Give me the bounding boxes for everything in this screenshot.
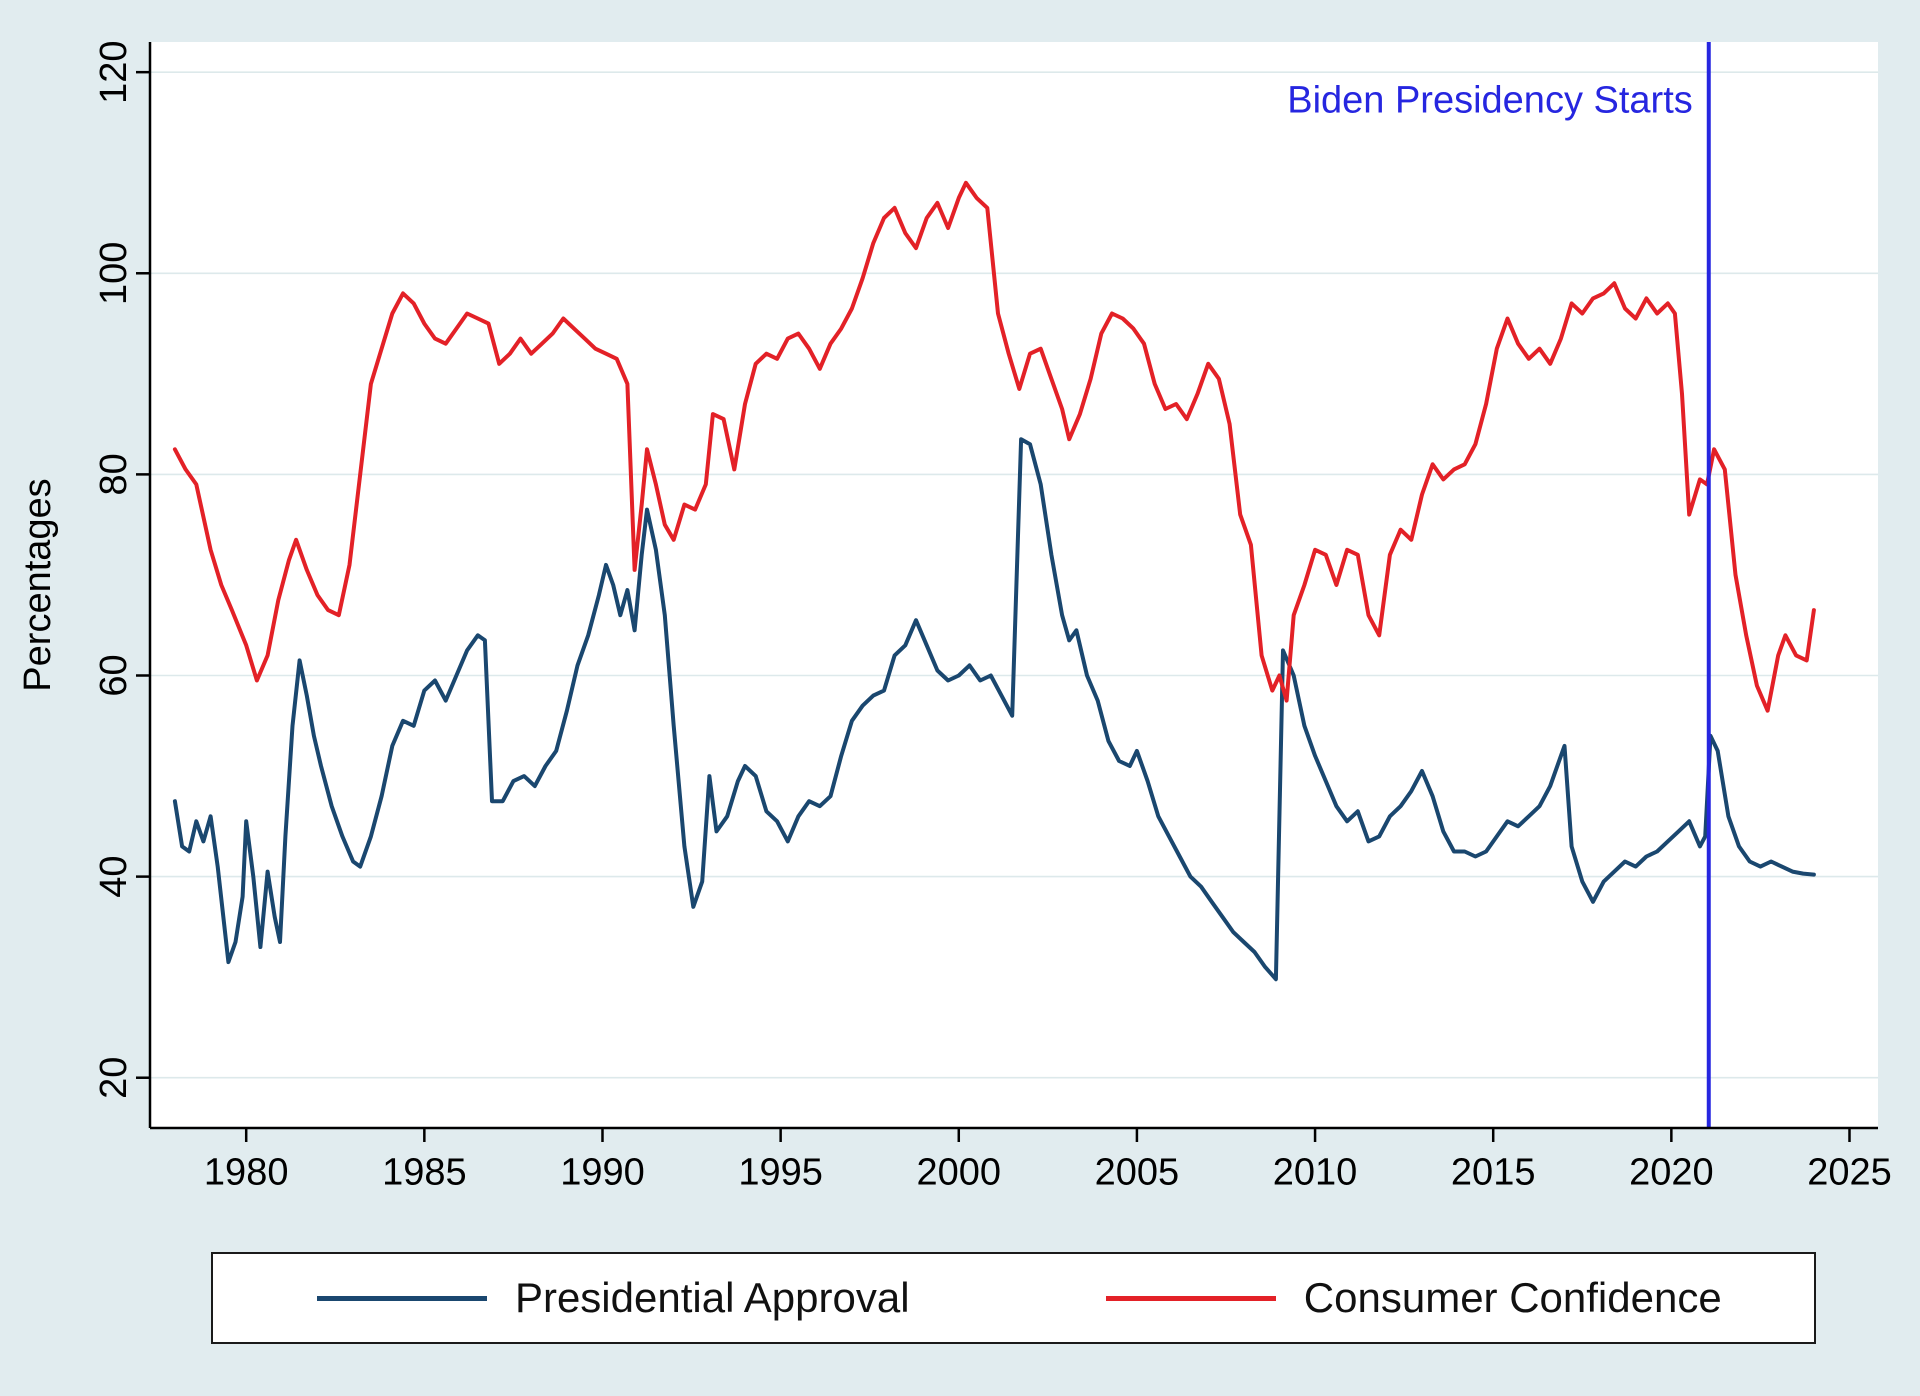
legend-entry-consumer-confidence: Consumer Confidence [1014,1274,1815,1322]
y-tick-label: 20 [93,1057,135,1099]
series-line-0 [172,437,1816,982]
y-tick-label: 60 [93,654,135,696]
y-tick-label: 40 [93,855,135,897]
legend-label-approval: Presidential Approval [514,1274,910,1321]
x-tick-label: 2005 [1095,1151,1180,1193]
x-tick-label: 1990 [560,1151,645,1193]
x-tick-label: 2020 [1629,1151,1714,1193]
x-tick-label: 1985 [382,1151,467,1193]
x-tick-label: 2015 [1451,1151,1536,1193]
y-tick-label: 120 [93,40,135,103]
y-axis-title: Percentages [17,478,59,691]
x-tick-label: 2025 [1807,1151,1892,1193]
y-tick-label: 100 [93,242,135,305]
x-tick-label: 2000 [917,1151,1002,1193]
series-line-1 [172,180,1816,713]
approval-line-sample-icon [316,1295,487,1301]
plot-area [150,42,1878,1128]
chart-svg: Biden Presidency Starts 20 40 60 80 100 120 198… [17,40,1892,1193]
x-tick-label: 2010 [1273,1151,1358,1193]
y-tick-label: 80 [93,453,135,495]
legend-label-confidence: Consumer Confidence [1303,1274,1722,1321]
legend-entry-presidential-approval: Presidential Approval [213,1274,1014,1322]
x-tick-label: 1995 [738,1151,823,1193]
legend: Presidential Approval Consumer Confidenc… [211,1252,1816,1344]
biden-annotation: Biden Presidency Starts [1287,79,1693,121]
x-tick-label: 1980 [204,1151,289,1193]
confidence-line-sample-icon [1105,1295,1276,1301]
